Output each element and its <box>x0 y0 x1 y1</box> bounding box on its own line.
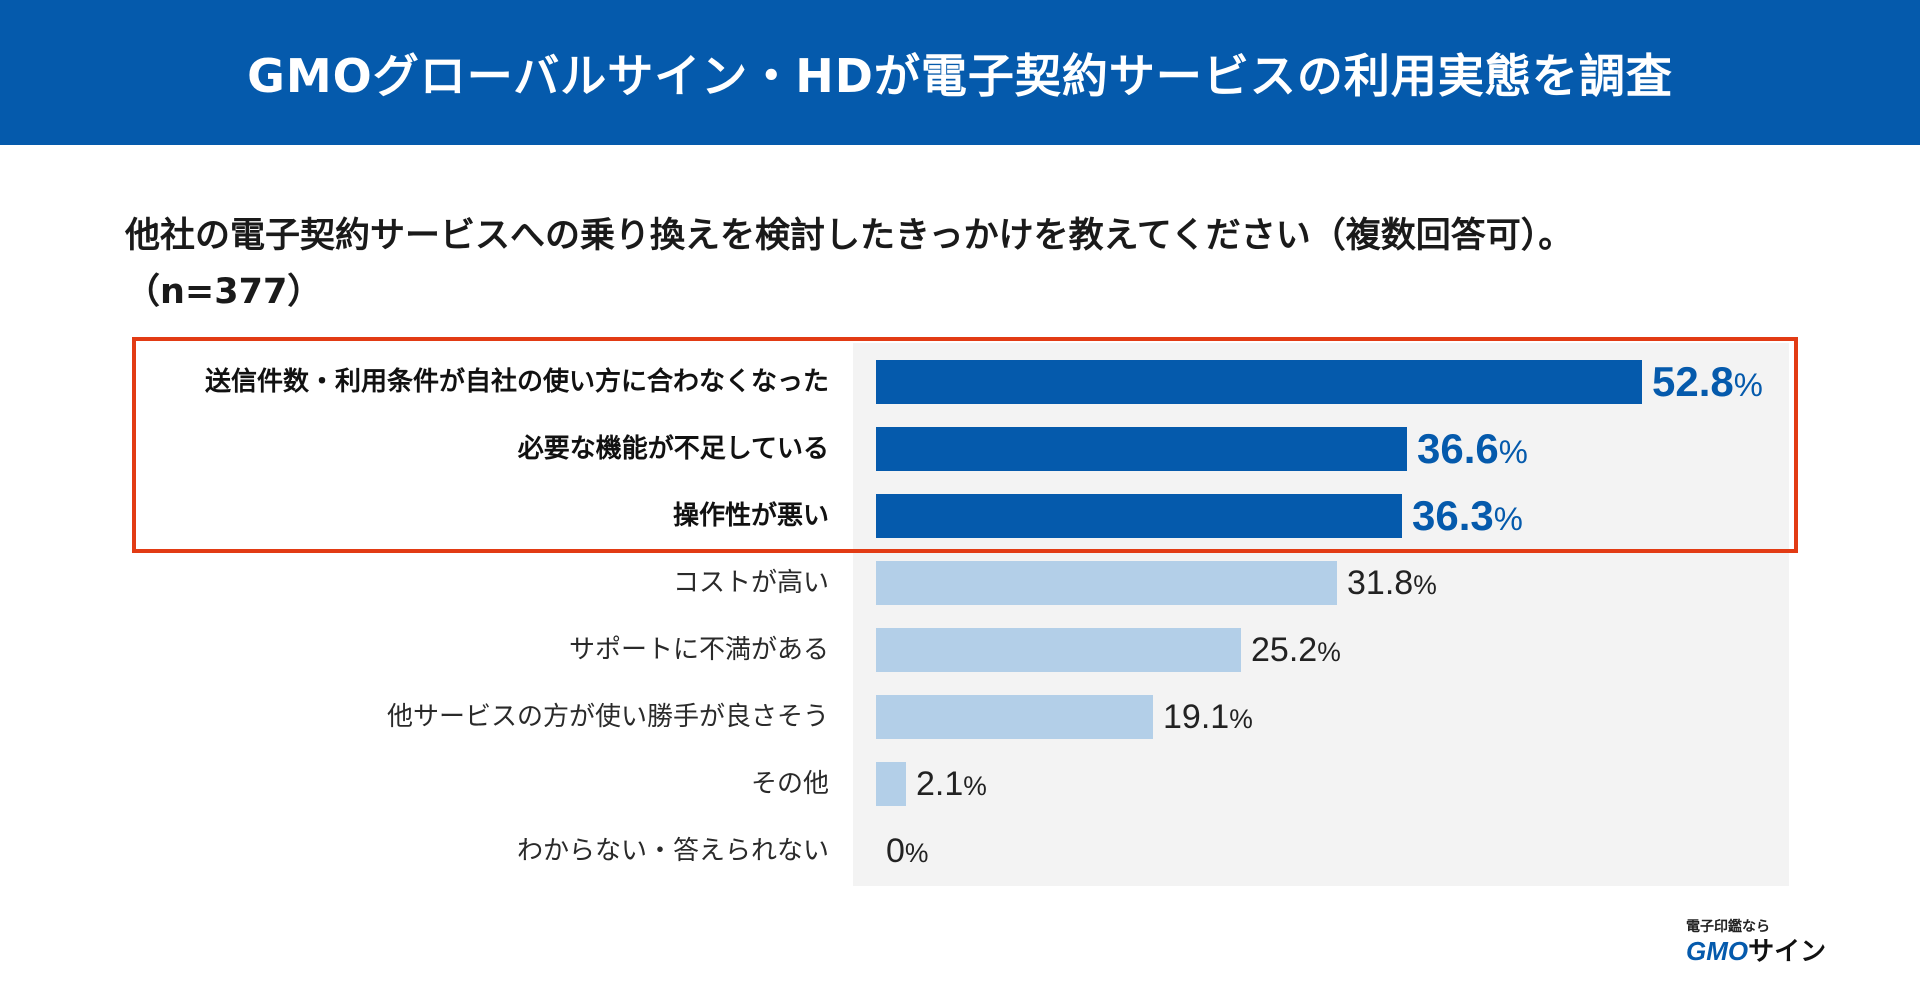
value-unit: % <box>1493 500 1523 537</box>
value-number: 36.6 <box>1417 425 1499 472</box>
header-bar: GMOグローバルサイン・HDが電子契約サービスの利用実態を調査 <box>0 0 1920 145</box>
bar <box>876 360 1642 404</box>
logo-tagline: 電子印鑑なら <box>1686 919 1770 935</box>
sample-size: （n=377） <box>125 272 323 312</box>
category-label: コストが高い <box>672 568 829 598</box>
question-body: 他社の電子契約サービスへの乗り換えを検討したきっかけを教えてください（複数回答可… <box>125 216 1574 256</box>
value-label: 2.1% <box>916 762 987 806</box>
value-label: 36.6% <box>1417 427 1528 471</box>
bar <box>876 762 906 806</box>
bar <box>876 561 1337 605</box>
value-label: 52.8% <box>1652 360 1763 404</box>
page-title: GMOグローバルサイン・HDが電子契約サービスの利用実態を調査 <box>247 48 1673 103</box>
value-unit: % <box>963 771 987 801</box>
value-label: 25.2% <box>1251 628 1341 672</box>
value-number: 52.8 <box>1652 358 1734 405</box>
category-label: 他サービスの方が使い勝手が良さそう <box>386 702 829 732</box>
value-unit: % <box>1413 570 1437 600</box>
logo-brand: GMO <box>1686 936 1749 966</box>
logo-brand-sub: サイン <box>1748 936 1827 966</box>
value-unit: % <box>1229 704 1253 734</box>
category-label: わからない・答えられない <box>516 836 829 866</box>
category-label: 操作性が悪い <box>672 501 829 531</box>
value-unit: % <box>1733 366 1763 403</box>
brand-logo: 電子印鑑なら GMOサイン <box>1686 916 1866 966</box>
category-label: 必要な機能が不足している <box>517 434 829 464</box>
bar <box>876 494 1402 538</box>
bar <box>876 427 1407 471</box>
value-unit: % <box>904 838 929 868</box>
value-number: 0 <box>886 832 905 870</box>
highlight-box <box>132 337 1798 553</box>
value-unit: % <box>1498 433 1528 470</box>
value-label: 0% <box>886 829 929 873</box>
question-text: 他社の電子契約サービスへの乗り換えを検討したきっかけを教えてください（複数回答可… <box>125 208 1825 320</box>
logo-mark: GMOサイン <box>1686 936 1866 966</box>
category-label: サポートに不満がある <box>568 635 829 665</box>
value-label: 36.3% <box>1412 494 1523 538</box>
value-number: 36.3 <box>1412 492 1494 539</box>
value-label: 19.1% <box>1163 695 1253 739</box>
value-number: 2.1 <box>916 765 964 803</box>
category-label: 送信件数・利用条件が自社の使い方に合わなくなった <box>204 367 829 397</box>
bar <box>876 695 1153 739</box>
value-number: 19.1 <box>1163 698 1230 736</box>
value-number: 25.2 <box>1251 631 1318 669</box>
value-label: 31.8% <box>1347 561 1437 605</box>
value-number: 31.8 <box>1347 564 1414 602</box>
category-label: その他 <box>750 769 829 799</box>
bar <box>876 628 1241 672</box>
value-unit: % <box>1317 637 1341 667</box>
